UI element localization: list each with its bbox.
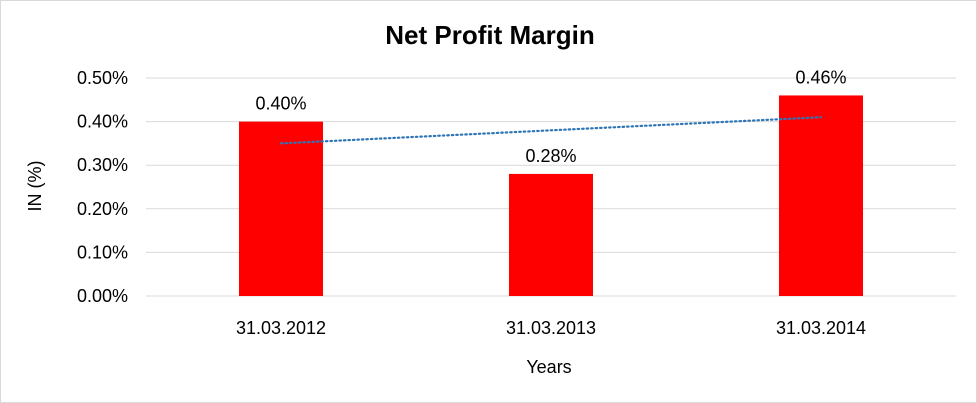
y-tick-label: 0.30% [77, 155, 128, 175]
y-tick-label: 0.40% [77, 112, 128, 132]
data-label: 0.28% [525, 146, 576, 166]
data-labels: 0.40% 0.28% 0.46% [255, 67, 846, 165]
bar-31.03.2014 [779, 95, 863, 296]
chart-title: Net Profit Margin [385, 20, 594, 50]
data-label: 0.40% [255, 94, 306, 114]
y-tick-label: 0.10% [77, 242, 128, 262]
trendline [279, 116, 823, 145]
y-tick-label: 0.20% [77, 199, 128, 219]
x-axis-categories: 31.03.2012 31.03.2013 31.03.2014 [236, 318, 866, 338]
bar-31.03.2012 [239, 121, 323, 296]
y-tick-label: 0.50% [77, 68, 128, 88]
x-tick-label: 31.03.2013 [506, 318, 596, 338]
bar-31.03.2013 [509, 173, 593, 296]
y-axis-title: IN (%) [25, 161, 45, 212]
x-tick-label: 31.03.2012 [236, 318, 326, 338]
data-label: 0.46% [795, 67, 846, 87]
y-tick-label: 0.00% [77, 286, 128, 306]
x-tick-label: 31.03.2014 [776, 318, 866, 338]
bars [239, 95, 863, 296]
y-axis-ticks: 0.00% 0.10% 0.20% 0.30% 0.40% 0.50% [77, 68, 128, 306]
x-axis-title: Years [526, 357, 571, 377]
trendline-line [279, 116, 823, 145]
